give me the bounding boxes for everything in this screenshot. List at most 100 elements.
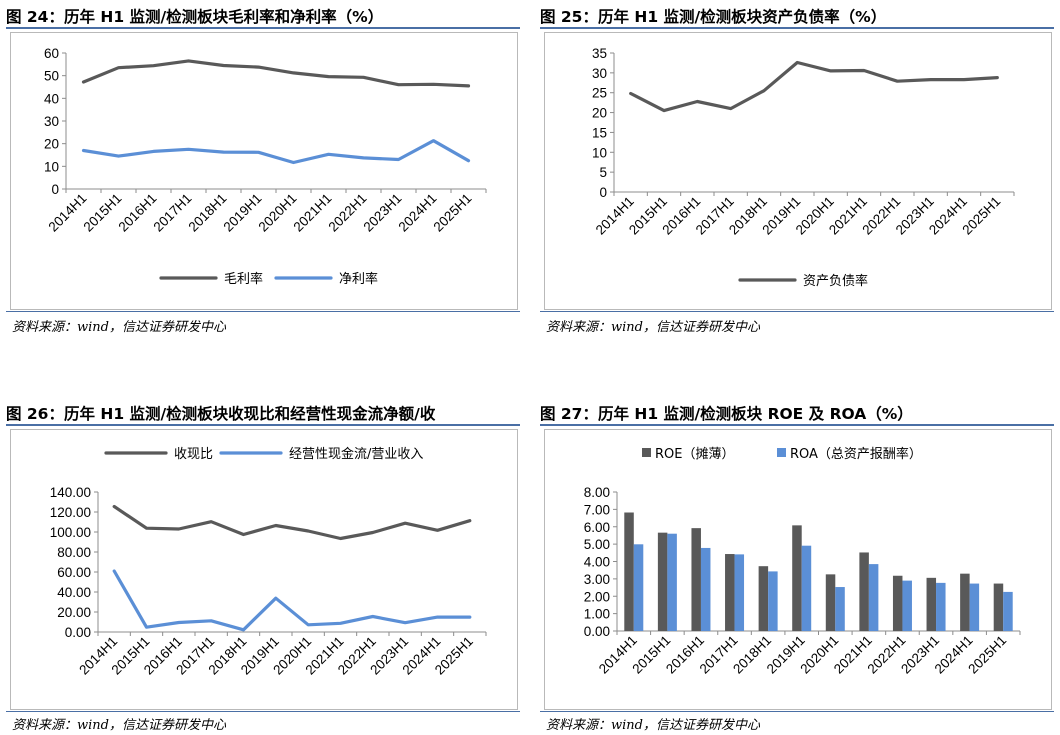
x-tick-label: 2020H1 bbox=[256, 191, 300, 235]
bar bbox=[1003, 591, 1013, 631]
x-tick-label: 2018H1 bbox=[186, 191, 230, 235]
title-rule bbox=[540, 424, 1054, 426]
x-tick-label: 2017H1 bbox=[151, 191, 195, 235]
bar bbox=[691, 528, 701, 631]
bar bbox=[725, 554, 735, 631]
bar bbox=[902, 580, 912, 631]
legend-swatch bbox=[642, 448, 651, 457]
panel-gross-net-margin: 图 24：历年 H1 监测/检测板块毛利率和净利率（%） 0 10 20 30 40 50… bbox=[6, 0, 520, 340]
bar bbox=[993, 583, 1004, 631]
legend-label: 资产负债率 bbox=[803, 273, 868, 289]
roe-roa-bar-chart: 0.001.002.003.004.005.006.007.008.002014… bbox=[584, 446, 1021, 677]
y-tick-label: 120.00 bbox=[50, 505, 91, 520]
x-tick-label: 2025H1 bbox=[431, 191, 475, 235]
y-tick-label: 40 bbox=[44, 91, 59, 106]
y-tick-label: 5.00 bbox=[584, 537, 610, 552]
source-rule bbox=[540, 711, 1054, 712]
debt-line-chart: 051015202530352014H12015H12016H12017H120… bbox=[592, 46, 1015, 289]
bar bbox=[657, 532, 668, 631]
x-tick-label: 2024H1 bbox=[396, 191, 440, 235]
x-tick-label: 2021H1 bbox=[291, 191, 335, 235]
y-tick-label: 0 bbox=[599, 185, 607, 200]
legend-label: ROE（摊薄） bbox=[655, 447, 734, 462]
series-line bbox=[112, 569, 472, 632]
y-tick-label: 30 bbox=[44, 114, 59, 129]
y-tick-label: 7.00 bbox=[584, 502, 610, 517]
series-line bbox=[112, 504, 472, 541]
bar bbox=[633, 544, 644, 631]
panel-roe-roa: 图 27：历年 H1 监测/检测板块 ROE 及 ROA（%） 0.00 1.00… bbox=[540, 397, 1054, 735]
y-tick-label: 140.00 bbox=[50, 485, 91, 500]
bar bbox=[667, 533, 677, 631]
cash-line-chart: 0.00 20.00 40.00 60.00 80.00 100.00 120.00 140.… bbox=[50, 446, 487, 678]
bar bbox=[801, 545, 812, 631]
chart-title: 图 27：历年 H1 监测/检测板块 ROE 及 ROA（%） bbox=[540, 405, 913, 423]
y-tick-label: 0.00 bbox=[65, 625, 91, 640]
y-tick-label: 20 bbox=[592, 106, 607, 121]
y-tick-label: 30 bbox=[592, 66, 607, 81]
y-tick-label: 4.00 bbox=[584, 555, 610, 570]
y-tick-label: 5 bbox=[599, 165, 607, 180]
y-tick-label: 100.00 bbox=[50, 525, 91, 540]
chart-frame bbox=[10, 429, 518, 710]
y-tick-label: 10 bbox=[592, 145, 607, 160]
y-tick-label: 2.00 bbox=[584, 589, 610, 604]
bar bbox=[859, 552, 869, 631]
title-rule bbox=[6, 424, 520, 426]
legend-label: 净利率 bbox=[339, 271, 378, 287]
bar bbox=[758, 566, 769, 631]
title-rule bbox=[540, 27, 1054, 29]
legend-swatch bbox=[777, 448, 786, 457]
panel-debt-ratio: 图 25：历年 H1 监测/检测板块资产负债率（%） 0 5 10 15 20 25 30 3… bbox=[540, 0, 1054, 340]
title-rule bbox=[6, 27, 520, 29]
source-note: 资料来源：wind，信达证券研发中心 bbox=[12, 718, 226, 733]
y-tick-label: 6.00 bbox=[584, 520, 610, 535]
y-tick-label: 0 bbox=[51, 182, 59, 197]
y-tick-label: 50 bbox=[44, 69, 59, 84]
y-tick-label: 35 bbox=[592, 46, 607, 61]
bar bbox=[969, 583, 980, 631]
x-tick-label: 2022H1 bbox=[326, 191, 370, 235]
x-tick-label: 2015H1 bbox=[81, 191, 125, 235]
y-tick-label: 60 bbox=[44, 46, 59, 61]
bar bbox=[960, 573, 970, 631]
bar bbox=[936, 582, 946, 631]
legend-label: ROA（总资产报酬率） bbox=[790, 446, 922, 462]
source-note: 资料来源：wind，信达证券研发中心 bbox=[546, 718, 760, 733]
source-rule bbox=[6, 311, 520, 312]
chart-title: 图 24：历年 H1 监测/检测板块毛利率和净利率（%） bbox=[6, 8, 384, 26]
x-tick-label: 2023H1 bbox=[361, 191, 405, 235]
y-tick-label: 40.00 bbox=[57, 585, 91, 600]
source-note: 资料来源：wind，信达证券研发中心 bbox=[12, 320, 226, 335]
chart-title: 图 25：历年 H1 监测/检测板块资产负债率（%） bbox=[540, 8, 887, 26]
y-tick-label: 1.00 bbox=[584, 607, 610, 622]
series-line bbox=[81, 139, 471, 165]
bar bbox=[892, 575, 903, 631]
x-tick-label: 2016H1 bbox=[116, 191, 160, 235]
source-note: 资料来源：wind，信达证券研发中心 bbox=[546, 320, 760, 335]
x-tick-label: 2025H1 bbox=[965, 633, 1009, 677]
y-tick-label: 0.00 bbox=[584, 624, 610, 639]
bar bbox=[825, 574, 836, 631]
x-tick-label: 2014H1 bbox=[46, 191, 90, 235]
chart-title: 图 26：历年 H1 监测/检测板块收现比和经营性现金流净额/收 bbox=[6, 405, 436, 423]
series-line bbox=[629, 60, 999, 113]
bar bbox=[734, 554, 745, 631]
bar bbox=[624, 512, 634, 631]
legend-label: 经营性现金流/营业收入 bbox=[289, 446, 423, 462]
y-tick-label: 15 bbox=[592, 125, 607, 140]
bar bbox=[700, 547, 711, 631]
y-tick-label: 20 bbox=[44, 137, 59, 152]
y-tick-label: 25 bbox=[592, 86, 607, 101]
y-tick-label: 3.00 bbox=[584, 572, 610, 587]
bar bbox=[792, 525, 802, 631]
x-tick-label: 2019H1 bbox=[221, 191, 265, 235]
bar bbox=[868, 564, 879, 631]
margin-line-chart: 01020304050602014H12015H12016H12017H1201… bbox=[44, 46, 487, 287]
panel-cash-ratio: 图 26：历年 H1 监测/检测板块收现比和经营性现金流净额/收 0.00 20.… bbox=[6, 397, 520, 735]
bar bbox=[768, 571, 778, 631]
legend-label: 毛利率 bbox=[224, 271, 263, 287]
bar bbox=[926, 577, 937, 631]
source-rule bbox=[540, 311, 1054, 312]
legend-label: 收现比 bbox=[174, 447, 213, 462]
